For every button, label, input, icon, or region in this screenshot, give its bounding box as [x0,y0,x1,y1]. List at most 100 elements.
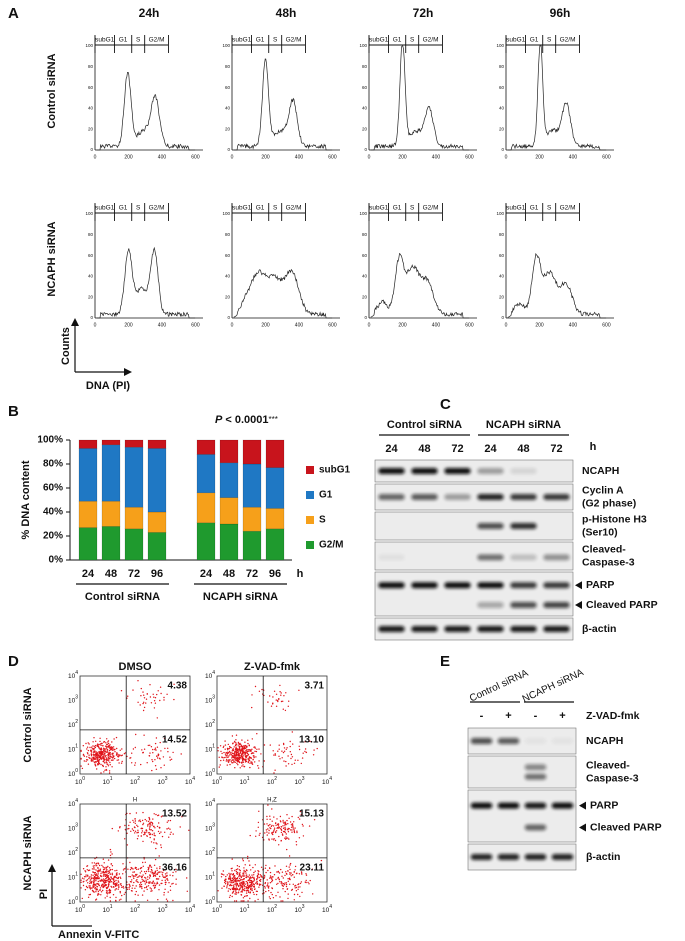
event-dot [163,891,165,894]
tick-base: 10 [294,907,302,914]
arrow-marker [575,601,582,609]
event-dot [98,751,100,753]
event-dot [112,748,114,750]
event-dot [285,872,288,875]
event-dot [104,873,106,876]
event-dot [282,825,284,827]
hist-x-tick: 0 [368,154,371,160]
gate-label: G1 [119,37,128,44]
row-label-line: Cleaved- [586,759,630,771]
tick-base: 10 [68,673,76,680]
bar-segment [265,439,285,468]
event-dot [168,882,170,884]
tick-base: 10 [205,673,213,680]
event-dot [122,863,124,865]
event-dot [127,868,129,870]
event-dot [223,751,225,754]
event-dot [167,747,169,749]
event-dot [103,749,105,752]
event-dot [95,752,97,755]
event-dot [146,881,148,883]
event-dot [129,821,131,823]
event-dot [126,887,128,889]
event-dot [258,876,260,879]
event-dot [231,858,233,860]
event-dot [162,756,165,758]
event-dot [227,884,229,886]
event-dot [98,761,100,763]
event-dot [227,882,229,884]
event-dot [269,815,271,817]
row-label-line: Caspase-3 [586,772,639,784]
bar-segment [196,439,216,455]
event-dot [288,700,290,702]
group-label: NCAPH siRNA [486,419,561,431]
event-dot [172,875,174,877]
event-dot [141,819,144,822]
event-dot [103,871,106,874]
event-dot [286,888,289,890]
event-dot [150,888,153,890]
event-dot [114,884,117,887]
event-dot [169,885,172,888]
event-dot [109,854,112,857]
event-dot [168,836,170,838]
gate-label: G2/M [560,37,576,44]
event-dot [226,758,228,761]
event-dot [111,865,114,867]
event-dot [132,819,134,822]
hist-y-tick: 40 [225,274,231,279]
event-dot [92,745,94,747]
event-dot [301,891,303,894]
event-dot [94,886,97,889]
event-dot [253,880,255,882]
event-dot [268,896,271,898]
event-dot [107,880,109,883]
event-dot [248,749,250,751]
event-dot [145,698,148,700]
event-dot [150,882,152,884]
tick-label: 103 [68,823,78,832]
hist-y-tick: 80 [362,64,368,69]
event-dot [151,890,153,892]
event-dot [105,758,108,761]
event-dot [274,822,277,825]
event-dot [293,831,296,834]
tick-label: 102 [205,847,215,856]
event-dot [223,745,225,747]
event-dot [243,759,245,761]
event-dot [89,757,91,759]
event-dot [257,877,259,879]
tick-base: 10 [68,874,76,881]
event-dot [131,828,134,830]
event-dot [138,875,141,877]
event-dot [122,885,125,888]
event-dot [273,829,276,831]
blot-band [510,626,537,632]
event-dot [98,864,101,867]
event-dot [291,731,293,733]
blot-band [477,468,504,474]
event-dot [110,876,112,878]
event-dot [269,818,271,820]
hist-y-tick: 40 [499,274,505,279]
event-dot [272,831,274,833]
event-dot [149,684,151,686]
event-dot [148,818,151,820]
event-dot [243,900,245,902]
event-dot [221,756,223,758]
tick-base: 10 [212,907,220,914]
panel-letter: E [440,653,450,670]
event-dot [141,876,143,879]
event-dot [286,819,288,822]
event-dot [231,735,234,737]
gate-label: S [136,205,141,212]
event-dot [85,874,87,876]
event-dot [136,824,138,826]
event-dot [246,887,248,889]
row-label: Cleaved-Caspase-3 [586,759,639,784]
event-dot [264,887,266,889]
event-dot [231,874,234,876]
event-dot [92,756,95,758]
axis-label: Annexin V-FITC [58,929,139,941]
